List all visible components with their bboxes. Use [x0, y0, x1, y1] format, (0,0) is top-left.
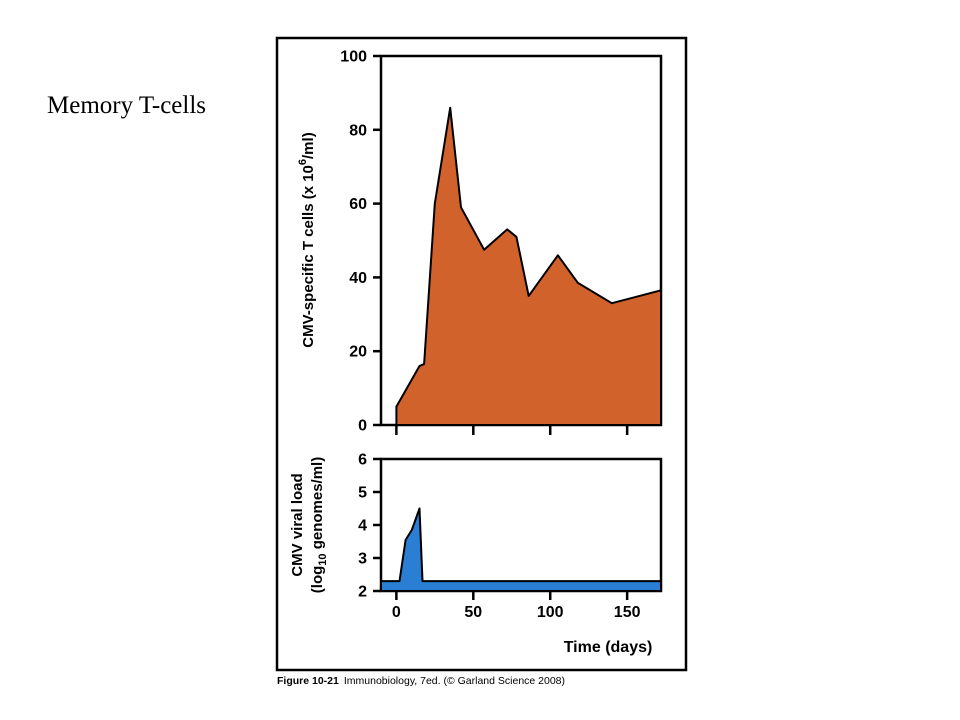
figure-caption-source: Immunobiology, 7ed. (© Garland Science 2…: [344, 675, 565, 687]
tcell-y-tick-label: 20: [349, 344, 367, 361]
viral-y-label-sub: 10: [317, 553, 329, 565]
viral-y-axis-label-line2: (log10 genomes/ml): [309, 457, 329, 593]
tcell-area-series: [395, 106, 662, 426]
tcell-x-axis: [395, 425, 629, 435]
tcell-y-tick-label: 80: [349, 122, 367, 139]
tcell-y-tick-label: 40: [349, 270, 367, 287]
tcell-y-tick-label: 100: [340, 49, 367, 66]
viral-x-tick-label: 100: [537, 604, 564, 621]
tcell-y-tick-label: 60: [349, 196, 367, 213]
viral-x-tick-label: 0: [392, 604, 401, 621]
viral-y-label-rest: genomes/ml): [309, 457, 326, 554]
viral-y-tick-label: 5: [358, 485, 367, 502]
viral-x-tick-label: 50: [464, 604, 482, 621]
viral-x-tick-label: 150: [614, 604, 641, 621]
tcell-y-tick-label: 0: [358, 418, 367, 435]
viral-y-label-log: (log: [309, 566, 326, 594]
viral-y-tick-label: 3: [358, 551, 367, 568]
viral-y-axis-label-line1: CMV viral load: [289, 473, 306, 576]
tcell-y-axis: 0 20 40 60 80 100: [340, 49, 381, 435]
tcell-y-label-sup: 6: [297, 159, 309, 165]
slide-title: Memory T-cells: [47, 92, 207, 119]
figure-frame: [275, 36, 688, 672]
viral-y-tick-label: 6: [358, 452, 367, 469]
viral-y-tick-label: 4: [358, 518, 367, 535]
viral-y-axis: 2 3 4 5 6: [358, 452, 381, 601]
viral-load-area-series: [380, 507, 662, 592]
figure-caption-number: Figure 10-21: [277, 675, 339, 687]
viral-x-axis-label: Time (days): [564, 639, 653, 656]
tcell-chart: 0 20 40 60 80 100 CMV-specific T cells (x 106…: [297, 49, 663, 435]
viral-load-chart: 2 3 4 5 6 0 50 100 150 CMV viral load (log10 ge…: [289, 452, 663, 656]
viral-x-axis: 0 50 100 150: [392, 591, 641, 621]
tcell-y-label-main: CMV-specific T cells (x 10: [300, 165, 317, 348]
viral-plot-frame: [379, 457, 663, 593]
viral-y-tick-label: 2: [358, 584, 367, 601]
figure-caption: Figure 10-21 Immunobiology, 7ed. (© Garla…: [277, 675, 565, 687]
tcell-y-axis-label: CMV-specific T cells (x 106/ml): [297, 132, 317, 347]
tcell-y-label-end: /ml): [300, 132, 317, 159]
